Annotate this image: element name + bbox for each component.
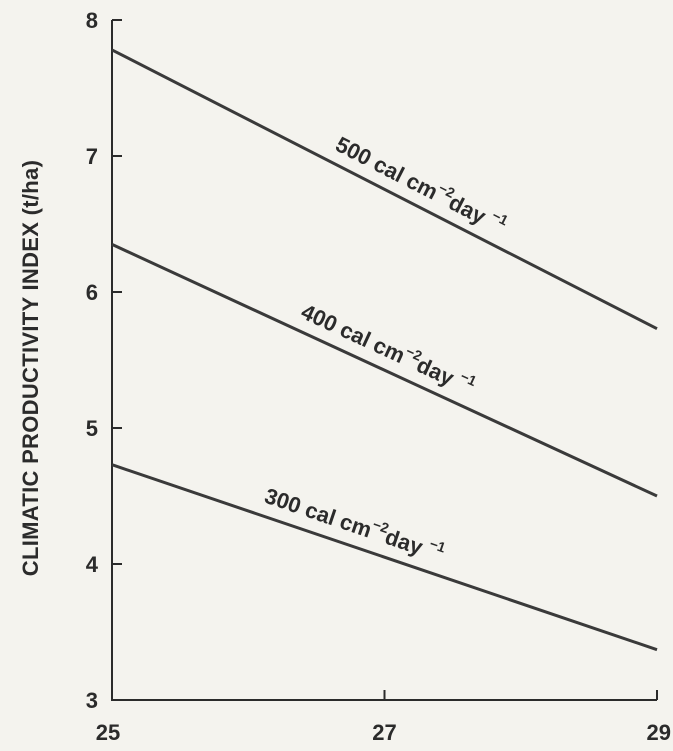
- x-tick-label-29: 29: [647, 720, 671, 745]
- series-line-2: [111, 463, 658, 652]
- y-axis-title: CLIMATIC PRODUCTIVITY INDEX (t/ha): [18, 160, 43, 576]
- y-tick-label-3: 3: [86, 688, 98, 713]
- y-tick-label-7: 7: [86, 144, 98, 169]
- series-label-0: 500 cal cm−2day −1: [332, 129, 512, 239]
- x-tick-label-27: 27: [372, 720, 396, 745]
- series-group: [111, 48, 658, 652]
- series-line-0: [111, 48, 658, 331]
- y-tick-label-4: 4: [86, 552, 99, 577]
- series-label-1: 400 cal cm−2day −1: [297, 296, 479, 400]
- y-tick-label-8: 8: [86, 8, 98, 33]
- y-tick-label-5: 5: [86, 416, 98, 441]
- y-tick-label-6: 6: [86, 280, 98, 305]
- x-tick-label-25: 25: [96, 720, 120, 745]
- series-line-1: [111, 243, 658, 498]
- ticks: 3 4 5 6 7 8 25 27 29: [86, 8, 671, 745]
